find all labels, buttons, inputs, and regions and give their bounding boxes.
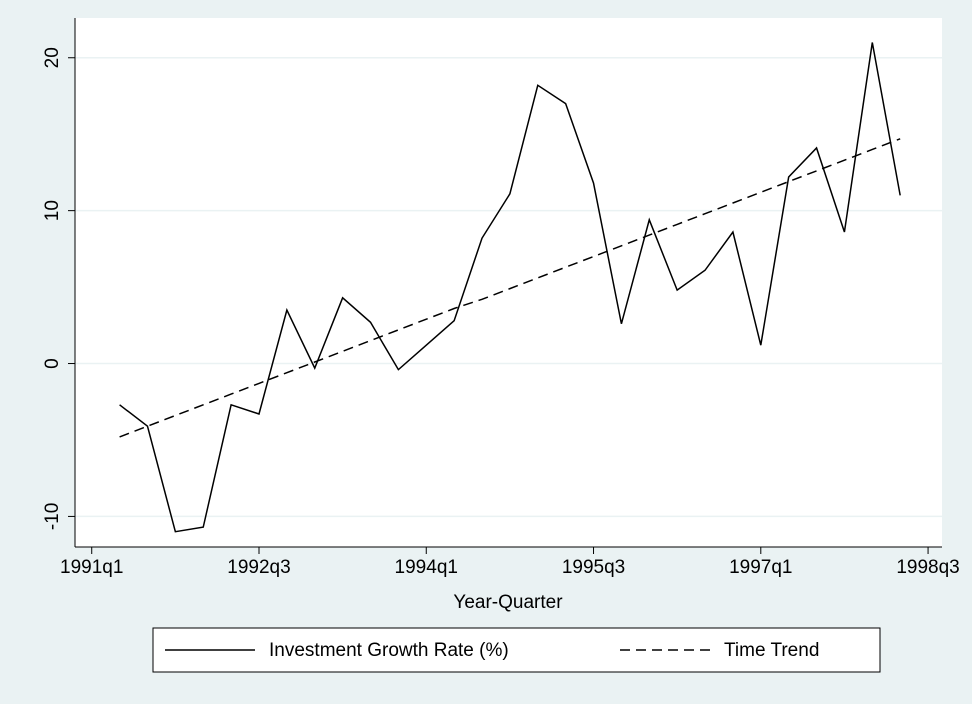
x-axis-title: Year-Quarter [453, 592, 563, 613]
plot-area [75, 18, 942, 547]
x-tick-label: 1995q3 [562, 557, 625, 578]
legend-label: Time Trend [724, 640, 819, 661]
x-tick-label: 1991q1 [60, 557, 123, 578]
x-tick-label: 1997q1 [729, 557, 792, 578]
y-tick-label: -10 [42, 503, 63, 530]
x-tick-label: 1998q3 [896, 557, 959, 578]
series-line [119, 138, 901, 438]
series-line [119, 42, 901, 533]
legend-label: Investment Growth Rate (%) [269, 640, 509, 661]
y-tick-label: 20 [42, 47, 63, 68]
legend-box [152, 627, 881, 673]
x-tick-label: 1994q1 [395, 557, 458, 578]
y-tick-label: 0 [42, 358, 63, 369]
y-tick-label: 10 [42, 200, 63, 221]
x-tick-label: 1992q3 [227, 557, 290, 578]
